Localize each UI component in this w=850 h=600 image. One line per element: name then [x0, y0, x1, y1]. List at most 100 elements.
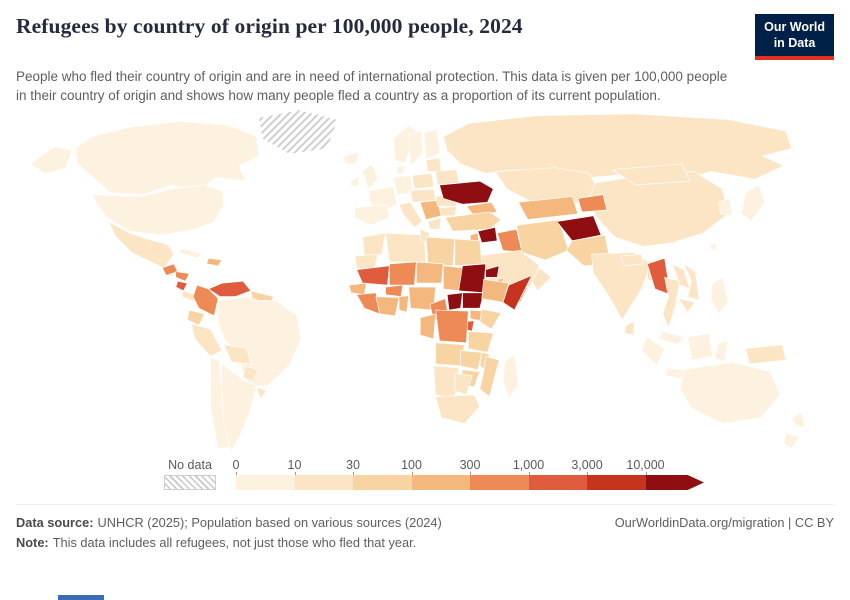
- map-region-nepal[interactable]: [620, 253, 644, 266]
- legend-bin[interactable]: [470, 474, 529, 490]
- map-region-china[interactable]: [589, 170, 729, 247]
- map-region-colombia[interactable]: [192, 284, 219, 316]
- map-region-malaysia[interactable]: [658, 330, 685, 345]
- map-region-new-zealand-north[interactable]: [791, 411, 806, 428]
- map-region-somalia[interactable]: [502, 274, 533, 311]
- map-region-indonesia-sulawesi[interactable]: [714, 340, 729, 363]
- map-region-tanzania[interactable]: [467, 330, 494, 353]
- map-region-australia[interactable]: [679, 361, 781, 424]
- rights-link[interactable]: OurWorldinData.org/migration | CC BY: [614, 514, 834, 530]
- map-region-belarus[interactable]: [435, 168, 460, 185]
- map-region-ireland[interactable]: [349, 175, 360, 187]
- legend-bin[interactable]: [587, 474, 646, 490]
- legend-bin[interactable]: [528, 474, 587, 490]
- map-region-venezuela[interactable]: [208, 280, 252, 297]
- map-region-indonesia-sumatra[interactable]: [641, 336, 665, 366]
- map-region-angola[interactable]: [435, 342, 465, 366]
- map-region-south-sudan[interactable]: [462, 292, 485, 309]
- map-region-zambia[interactable]: [460, 349, 483, 370]
- map-region-congo-gabon[interactable]: [419, 313, 436, 339]
- map-region-libya[interactable]: [425, 236, 456, 266]
- legend-bin[interactable]: [353, 474, 412, 490]
- legend-bin[interactable]: [411, 474, 470, 490]
- map-region-togo-benin[interactable]: [398, 294, 409, 312]
- data-source-link[interactable]: UNHCR (2025); Population based on variou…: [97, 514, 442, 530]
- map-region-nicaragua[interactable]: [175, 280, 188, 291]
- map-region-mozambique[interactable]: [479, 355, 500, 397]
- map-region-germany[interactable]: [392, 174, 413, 195]
- map-region-japan[interactable]: [741, 184, 766, 222]
- map-region-greenland[interactable]: [258, 109, 338, 155]
- map-region-russia[interactable]: [442, 113, 792, 182]
- map-region-madagascar[interactable]: [502, 353, 519, 399]
- map-region-india[interactable]: [591, 251, 652, 320]
- map-region-korea[interactable]: [718, 197, 733, 216]
- map-region-algeria[interactable]: [385, 232, 427, 262]
- map-region-new-guinea[interactable]: [745, 344, 787, 364]
- map-region-denmark[interactable]: [396, 164, 405, 174]
- map-region-afghanistan[interactable]: [556, 215, 602, 241]
- map-region-indonesia-borneo[interactable]: [687, 332, 714, 361]
- map-region-south-africa[interactable]: [435, 394, 481, 424]
- map-region-alaska[interactable]: [30, 145, 73, 174]
- map-region-thailand[interactable]: [662, 276, 681, 328]
- map-region-kazakhstan[interactable]: [494, 166, 598, 205]
- map-region-new-zealand-south[interactable]: [783, 432, 800, 449]
- map-region-vietnam[interactable]: [683, 263, 700, 301]
- map-region-italy[interactable]: [398, 201, 423, 228]
- map-region-guinea[interactable]: [356, 292, 381, 314]
- map-region-taiwan[interactable]: [708, 242, 717, 253]
- map-region-mali[interactable]: [389, 261, 417, 286]
- map-region-central-african-republic[interactable]: [446, 292, 463, 311]
- map-region-bolivia[interactable]: [223, 344, 252, 364]
- map-region-paraguay[interactable]: [242, 365, 259, 382]
- legend-bin[interactable]: [236, 474, 295, 490]
- map-region-oman[interactable]: [531, 267, 552, 291]
- map-region-poland[interactable]: [412, 172, 434, 189]
- map-region-iceland[interactable]: [342, 151, 359, 164]
- map-region-senegal[interactable]: [348, 282, 367, 295]
- map-region-iran[interactable]: [516, 218, 569, 261]
- map-region-burkina-faso[interactable]: [385, 284, 404, 297]
- legend-bin[interactable]: [294, 474, 353, 490]
- map-region-eritrea[interactable]: [485, 265, 500, 278]
- map-region-kenya[interactable]: [479, 308, 502, 330]
- map-region-baltics[interactable]: [425, 157, 442, 172]
- map-region-philippines[interactable]: [710, 276, 729, 314]
- map-region-ivory-coast-ghana[interactable]: [375, 295, 400, 316]
- map-region-central-europe[interactable]: [410, 188, 436, 203]
- map-region-greece[interactable]: [427, 216, 442, 230]
- map-region-usa[interactable]: [92, 184, 225, 235]
- map-region-canada[interactable]: [75, 120, 259, 195]
- map-region-botswana[interactable]: [454, 372, 473, 395]
- map-region-mauritania[interactable]: [356, 265, 390, 286]
- map-region-sweden[interactable]: [408, 130, 424, 166]
- owid-logo[interactable]: Our World in Data: [755, 14, 834, 60]
- map-region-turkmenistan-uzbekistan[interactable]: [518, 195, 579, 220]
- map-region-turkey[interactable]: [444, 211, 502, 232]
- map-region-cambodia[interactable]: [677, 297, 696, 312]
- map-region-uk[interactable]: [362, 163, 379, 189]
- map-region-chile[interactable]: [210, 357, 230, 449]
- no-data-swatch[interactable]: [164, 474, 216, 490]
- map-region-finland[interactable]: [423, 128, 441, 159]
- map-region-kyrgyzstan-tajikistan[interactable]: [577, 193, 608, 212]
- map-region-bulgaria[interactable]: [439, 205, 458, 216]
- map-region-peru[interactable]: [190, 322, 223, 357]
- map-region-honduras[interactable]: [175, 270, 190, 282]
- map-region-brazil[interactable]: [217, 295, 302, 388]
- map-region-syria[interactable]: [477, 226, 498, 243]
- map-region-mexico[interactable]: [108, 220, 175, 268]
- map-region-ecuador[interactable]: [186, 309, 205, 326]
- map-region-drc[interactable]: [435, 309, 469, 343]
- map-region-iberia[interactable]: [354, 203, 390, 226]
- map-region-mongolia[interactable]: [612, 163, 690, 185]
- map-region-hispaniola[interactable]: [206, 257, 223, 266]
- map-region-sudan[interactable]: [458, 263, 486, 293]
- map-region-uruguay[interactable]: [256, 386, 267, 399]
- map-region-cuba[interactable]: [179, 247, 204, 259]
- map-region-niger[interactable]: [416, 261, 444, 284]
- map-region-morocco[interactable]: [362, 232, 386, 257]
- map-region-sri-lanka[interactable]: [623, 320, 635, 336]
- map-region-tunisia[interactable]: [419, 228, 431, 243]
